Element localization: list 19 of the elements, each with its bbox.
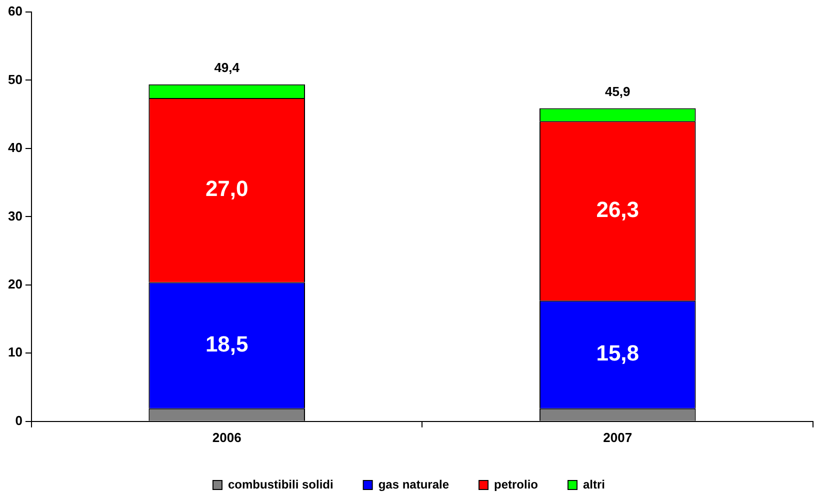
y-tick-label: 40 — [8, 140, 22, 156]
y-tick-label: 0 — [15, 412, 22, 428]
y-tick-label: 60 — [8, 4, 22, 19]
legend-label: altri — [583, 477, 606, 492]
legend-label: petrolio — [494, 477, 538, 492]
y-tick-label: 20 — [8, 276, 22, 292]
y-tick-label: 50 — [8, 72, 22, 87]
y-tick-label: 10 — [8, 344, 22, 360]
data-label: 27,0 — [205, 176, 248, 202]
data-label: 18,5 — [205, 331, 248, 356]
data-label: 26,3 — [596, 196, 640, 222]
legend-label: combustibili solidi — [228, 477, 334, 492]
y-tick-label: 30 — [8, 208, 22, 224]
total-label: 49,4 — [214, 60, 240, 75]
x-tick-label: 2006 — [212, 430, 242, 445]
total-label: 45,9 — [604, 84, 630, 99]
data-label: 15,8 — [596, 340, 640, 366]
x-tick-label: 2007 — [603, 430, 632, 445]
legend-label: gas naturale — [378, 477, 450, 492]
